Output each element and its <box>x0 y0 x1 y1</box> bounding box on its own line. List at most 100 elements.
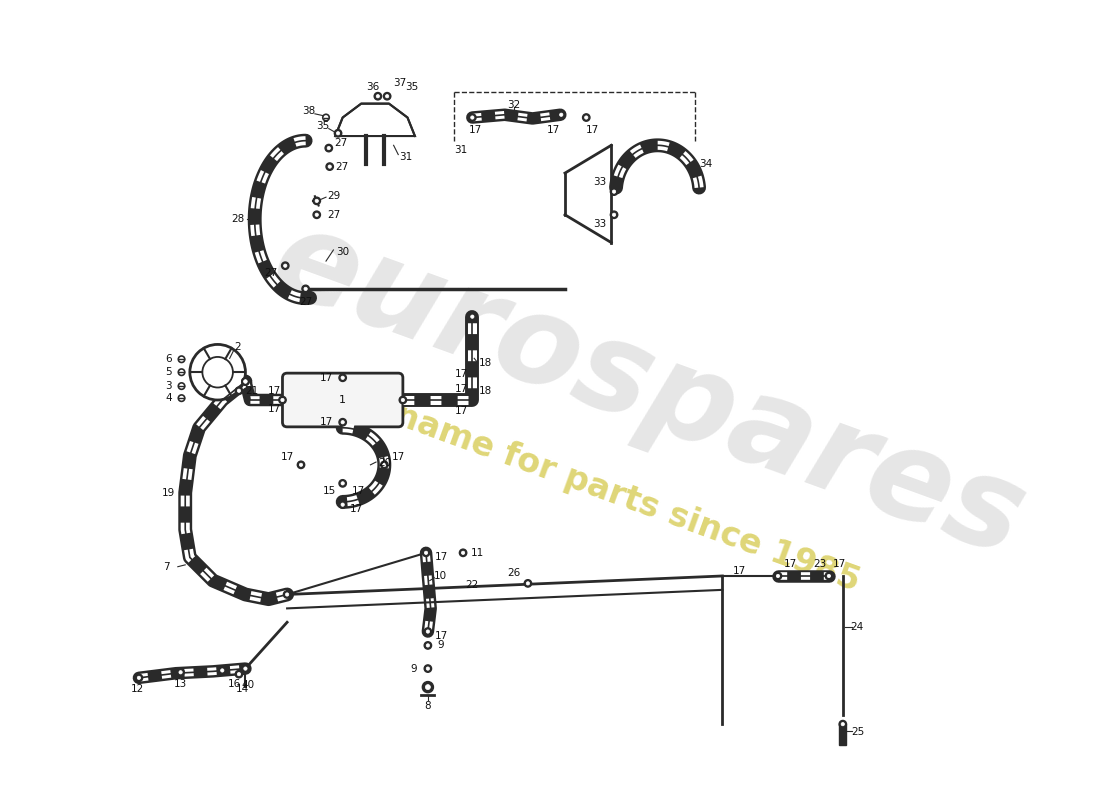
Circle shape <box>244 380 248 383</box>
Circle shape <box>301 285 309 293</box>
Circle shape <box>560 113 563 117</box>
Circle shape <box>238 389 241 393</box>
Text: 4: 4 <box>165 393 172 403</box>
Circle shape <box>242 378 249 385</box>
Circle shape <box>426 685 430 690</box>
Text: 11: 11 <box>471 548 484 558</box>
Circle shape <box>383 463 386 466</box>
Circle shape <box>425 642 431 649</box>
Circle shape <box>177 669 185 676</box>
Circle shape <box>374 93 382 100</box>
Text: 17: 17 <box>784 559 798 569</box>
Circle shape <box>219 666 225 674</box>
Circle shape <box>469 114 476 122</box>
Circle shape <box>471 315 474 318</box>
Circle shape <box>339 480 346 487</box>
Circle shape <box>179 670 183 674</box>
Circle shape <box>777 574 780 578</box>
Circle shape <box>341 503 344 506</box>
Circle shape <box>278 396 286 404</box>
Circle shape <box>425 628 431 635</box>
Text: 17: 17 <box>267 404 280 414</box>
Circle shape <box>339 418 346 426</box>
Text: 21: 21 <box>245 386 258 396</box>
Circle shape <box>138 676 141 679</box>
Text: 5: 5 <box>165 367 172 378</box>
Text: 30: 30 <box>337 247 349 257</box>
Text: 17: 17 <box>319 418 332 427</box>
Text: 19: 19 <box>162 488 175 498</box>
Circle shape <box>328 165 331 168</box>
Circle shape <box>326 163 333 170</box>
Text: 17: 17 <box>733 566 746 576</box>
Text: 31: 31 <box>399 152 412 162</box>
Circle shape <box>610 211 618 218</box>
Text: 18: 18 <box>478 386 492 396</box>
Circle shape <box>613 190 616 194</box>
Text: 28: 28 <box>231 214 244 225</box>
Text: 1: 1 <box>339 395 346 405</box>
Circle shape <box>244 380 248 383</box>
Circle shape <box>402 398 405 402</box>
Circle shape <box>297 461 305 469</box>
Text: 22: 22 <box>465 580 478 590</box>
Circle shape <box>469 313 476 320</box>
Circle shape <box>221 669 224 672</box>
Text: 37: 37 <box>394 78 407 88</box>
Circle shape <box>422 682 433 693</box>
Circle shape <box>178 369 185 375</box>
Circle shape <box>525 580 531 587</box>
Text: 27: 27 <box>299 297 312 307</box>
Circle shape <box>341 482 344 485</box>
Circle shape <box>426 630 429 634</box>
Circle shape <box>326 144 332 152</box>
Text: 35: 35 <box>316 121 329 131</box>
Circle shape <box>242 665 249 672</box>
Circle shape <box>315 213 318 217</box>
Text: 17: 17 <box>547 125 561 134</box>
Circle shape <box>827 574 830 578</box>
Circle shape <box>426 667 429 670</box>
Text: 6: 6 <box>165 354 172 364</box>
Circle shape <box>558 111 565 118</box>
Circle shape <box>235 670 243 678</box>
Circle shape <box>242 378 249 385</box>
Circle shape <box>426 644 429 647</box>
Circle shape <box>825 572 833 580</box>
Text: 13: 13 <box>174 679 187 690</box>
Circle shape <box>284 264 287 267</box>
Circle shape <box>610 188 618 195</box>
Text: 17: 17 <box>392 453 405 462</box>
Circle shape <box>315 199 318 202</box>
Circle shape <box>339 374 346 382</box>
Text: 35: 35 <box>406 82 419 92</box>
Circle shape <box>385 94 388 98</box>
Text: 27: 27 <box>336 162 349 172</box>
Text: 10: 10 <box>434 571 448 581</box>
Text: 25: 25 <box>851 726 865 737</box>
Circle shape <box>334 130 342 137</box>
Circle shape <box>314 197 320 205</box>
Text: 9: 9 <box>410 663 417 674</box>
Circle shape <box>471 116 474 119</box>
Text: 7: 7 <box>164 562 170 572</box>
Text: 34: 34 <box>700 159 713 169</box>
Text: 17: 17 <box>454 369 467 379</box>
Text: 17: 17 <box>454 406 467 416</box>
Circle shape <box>425 551 428 554</box>
Text: 40: 40 <box>242 680 255 690</box>
Text: 17: 17 <box>436 553 449 562</box>
Text: 2: 2 <box>234 342 241 352</box>
FancyBboxPatch shape <box>283 373 403 427</box>
Circle shape <box>280 398 284 402</box>
Circle shape <box>526 582 529 585</box>
Circle shape <box>842 722 845 726</box>
Circle shape <box>244 667 248 670</box>
Circle shape <box>285 593 289 596</box>
Circle shape <box>178 356 185 362</box>
Circle shape <box>583 114 590 122</box>
Text: 20: 20 <box>377 458 390 468</box>
Circle shape <box>399 396 407 404</box>
Circle shape <box>584 116 587 119</box>
Circle shape <box>613 213 616 217</box>
